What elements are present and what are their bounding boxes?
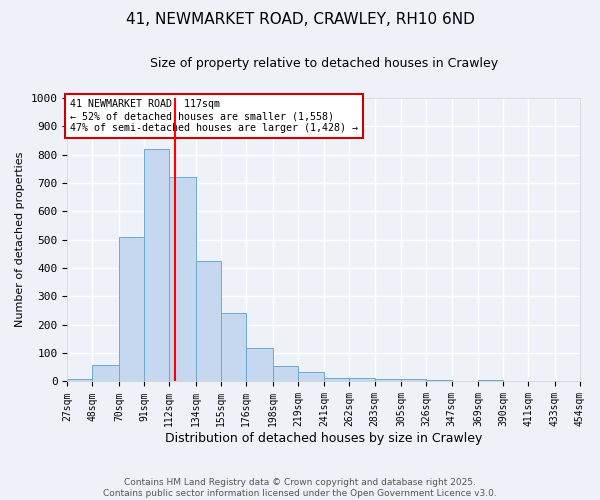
Bar [452,381,478,382]
Bar [272,366,298,382]
Bar [427,380,452,382]
Bar [169,178,196,382]
Bar [478,380,503,382]
Bar [67,378,92,382]
Bar [298,372,324,382]
Bar [221,314,246,382]
Bar [401,380,427,382]
Text: 41, NEWMARKET ROAD, CRAWLEY, RH10 6ND: 41, NEWMARKET ROAD, CRAWLEY, RH10 6ND [125,12,475,28]
Y-axis label: Number of detached properties: Number of detached properties [15,152,25,328]
Bar [246,348,272,382]
Text: Contains HM Land Registry data © Crown copyright and database right 2025.
Contai: Contains HM Land Registry data © Crown c… [103,478,497,498]
Bar [374,378,401,382]
Bar [119,237,144,382]
Bar [144,149,169,382]
Text: 41 NEWMARKET ROAD: 117sqm
← 52% of detached houses are smaller (1,558)
47% of se: 41 NEWMARKET ROAD: 117sqm ← 52% of detac… [70,100,358,132]
Title: Size of property relative to detached houses in Crawley: Size of property relative to detached ho… [149,58,498,70]
Bar [92,366,119,382]
Bar [349,378,374,382]
Bar [324,378,349,382]
X-axis label: Distribution of detached houses by size in Crawley: Distribution of detached houses by size … [165,432,482,445]
Bar [196,261,221,382]
